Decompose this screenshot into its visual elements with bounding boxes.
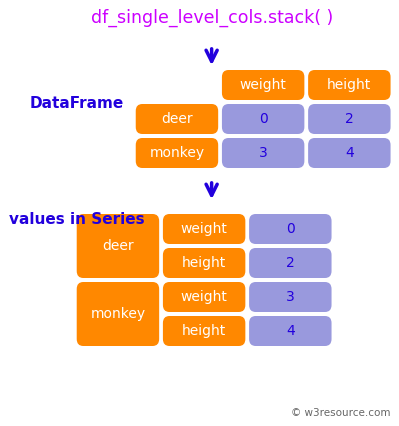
FancyBboxPatch shape [163, 316, 245, 346]
FancyBboxPatch shape [308, 104, 391, 134]
FancyBboxPatch shape [249, 316, 332, 346]
FancyBboxPatch shape [136, 138, 218, 168]
Text: weight: weight [181, 222, 227, 236]
Text: © w3resource.com: © w3resource.com [291, 408, 391, 418]
Text: 2: 2 [286, 256, 295, 270]
Text: 4: 4 [345, 146, 354, 160]
FancyBboxPatch shape [249, 282, 332, 312]
Text: 3: 3 [259, 146, 267, 160]
Text: 3: 3 [286, 290, 295, 304]
Text: values in Series: values in Series [9, 211, 144, 227]
FancyBboxPatch shape [249, 248, 332, 278]
FancyBboxPatch shape [163, 248, 245, 278]
FancyBboxPatch shape [77, 214, 159, 278]
FancyBboxPatch shape [222, 70, 304, 100]
FancyBboxPatch shape [77, 282, 159, 346]
Text: weight: weight [181, 290, 227, 304]
Text: height: height [182, 256, 226, 270]
Text: weight: weight [240, 78, 286, 92]
Text: 0: 0 [286, 222, 295, 236]
FancyBboxPatch shape [308, 70, 391, 100]
Text: df_single_level_cols.stack( ): df_single_level_cols.stack( ) [91, 9, 333, 27]
Text: deer: deer [102, 239, 134, 253]
FancyBboxPatch shape [249, 214, 332, 244]
FancyBboxPatch shape [136, 104, 218, 134]
FancyBboxPatch shape [163, 214, 245, 244]
Text: height: height [327, 78, 371, 92]
Text: DataFrame: DataFrame [30, 97, 124, 112]
Text: monkey: monkey [91, 307, 146, 321]
FancyBboxPatch shape [222, 104, 304, 134]
Text: 4: 4 [286, 324, 295, 338]
FancyBboxPatch shape [308, 138, 391, 168]
Text: monkey: monkey [149, 146, 205, 160]
Text: 2: 2 [345, 112, 354, 126]
Text: 0: 0 [259, 112, 267, 126]
FancyBboxPatch shape [222, 138, 304, 168]
Text: deer: deer [161, 112, 193, 126]
Text: height: height [182, 324, 226, 338]
FancyBboxPatch shape [163, 282, 245, 312]
